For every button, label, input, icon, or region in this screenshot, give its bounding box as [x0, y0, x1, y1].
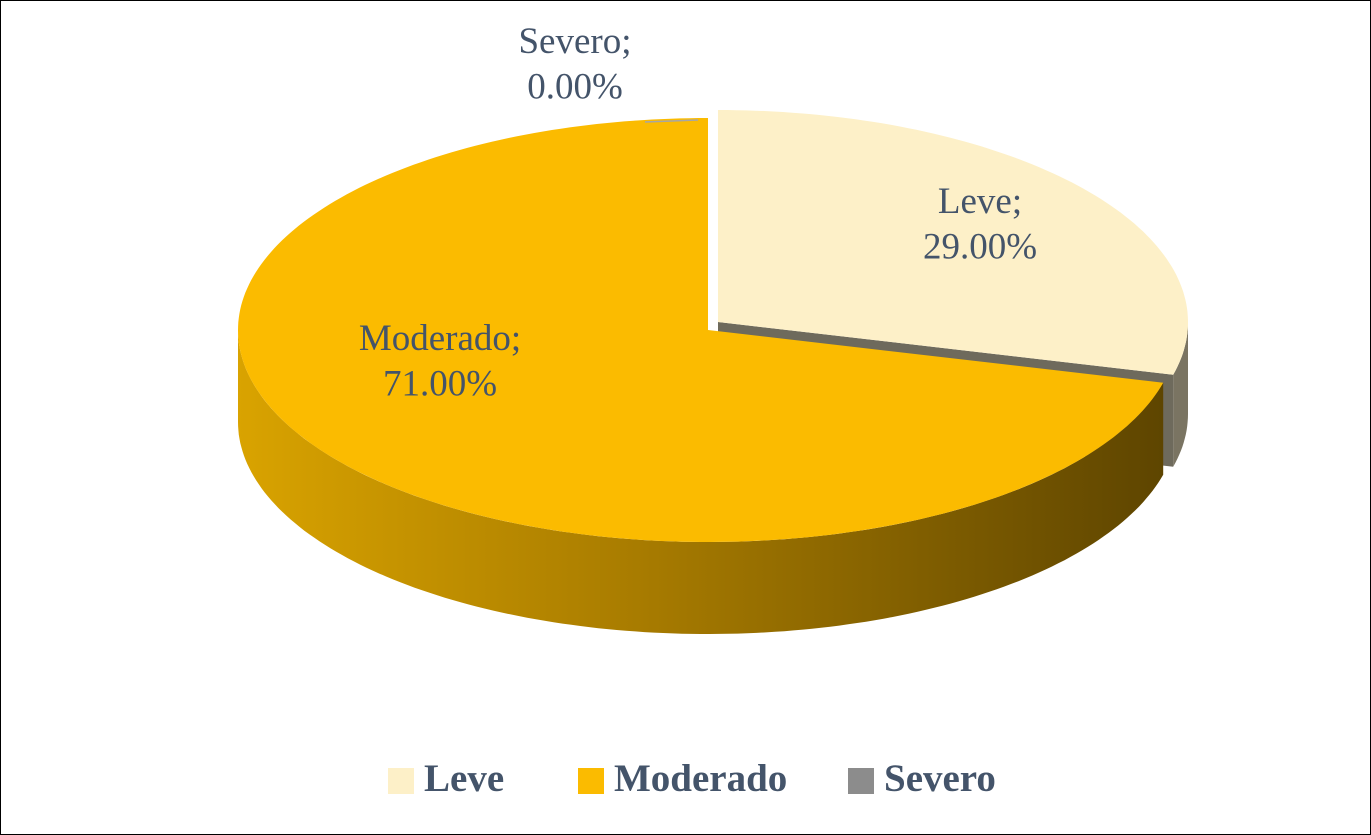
legend-swatch: [388, 768, 414, 794]
label-category: Leve: [938, 181, 1012, 222]
data-label-value: 29.00%: [923, 226, 1037, 267]
data-label: Leve;: [938, 181, 1022, 222]
data-label: Moderado;: [359, 318, 521, 359]
slice-side: [1173, 322, 1188, 467]
label-category: Severo: [518, 21, 621, 62]
data-labels: Leve;29.00%Moderado;71.00%Severo;0.00%: [359, 21, 1037, 404]
label-separator: ;: [621, 21, 631, 62]
label-category: Moderado: [359, 318, 511, 359]
legend: Leve Moderado Severo: [388, 757, 996, 800]
data-label-value: 0.00%: [527, 66, 623, 107]
legend-label: Leve: [424, 757, 504, 800]
legend-swatch: [848, 768, 874, 794]
data-label: Severo;: [518, 21, 631, 62]
legend-label: Moderado: [614, 757, 787, 800]
pie: [238, 110, 1188, 634]
leader-line: [644, 119, 699, 123]
data-label-value: 71.00%: [383, 363, 497, 404]
label-separator: ;: [511, 318, 521, 359]
slice: [238, 118, 1164, 542]
legend-swatch: [578, 768, 604, 794]
slice-side: [238, 330, 1164, 634]
slice: [718, 110, 1188, 375]
label-separator: ;: [1012, 181, 1022, 222]
legend-label: Severo: [884, 757, 996, 800]
